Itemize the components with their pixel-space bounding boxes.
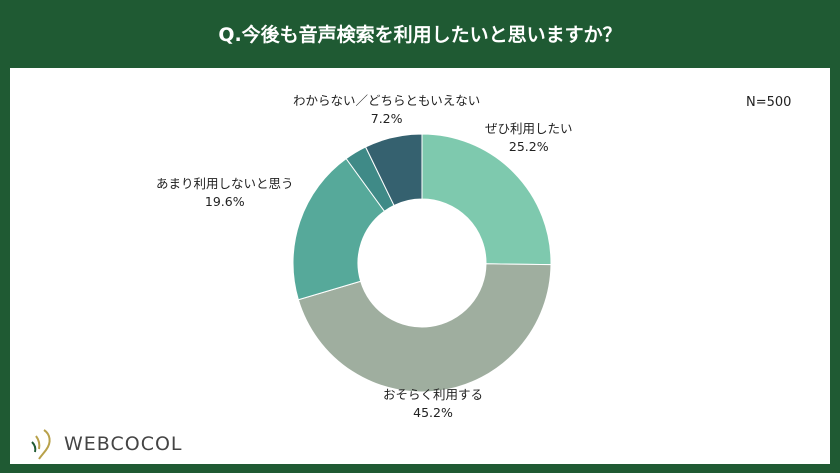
label-definitely: ぜひ利用したい 25.2% [485,120,573,156]
label-rarely-value: 19.6% [204,194,245,209]
label-definitely-value: 25.2% [508,139,549,154]
brand-name: WEBCOCOL [64,433,183,455]
slice-rarely [292,157,386,301]
label-probably: おそらく利用する 45.2% [383,386,483,422]
label-unsure-name: わからない／どちらともいえない [293,93,481,108]
slice-definitely [421,133,552,266]
feather-icon [31,429,51,460]
slice-probably [297,263,552,393]
chart-panel: N=500 ぜひ利用したい 25.2% おそらく利用する 45.2% あまり利用… [10,68,830,464]
label-probably-name: おそらく利用する [383,387,484,402]
label-unsure: わからない／どちらともいえない 7.2% [293,92,480,128]
brand-logo: WEBCOCOL [30,428,183,460]
label-probably-value: 45.2% [413,405,453,420]
slice-unsure [364,133,423,207]
donut-chart [292,133,552,393]
label-rarely-name: あまり利用しないと思う [156,176,294,191]
sample-size: N=500 [746,95,792,110]
label-rarely: あまり利用しないと思う 19.6% [156,175,294,211]
label-unsure-value: 7.2% [370,111,403,126]
page-title: Q.今後も音声検索を利用したいと思いますか？ [218,23,622,46]
label-definitely-name: ぜひ利用したい [485,121,573,136]
